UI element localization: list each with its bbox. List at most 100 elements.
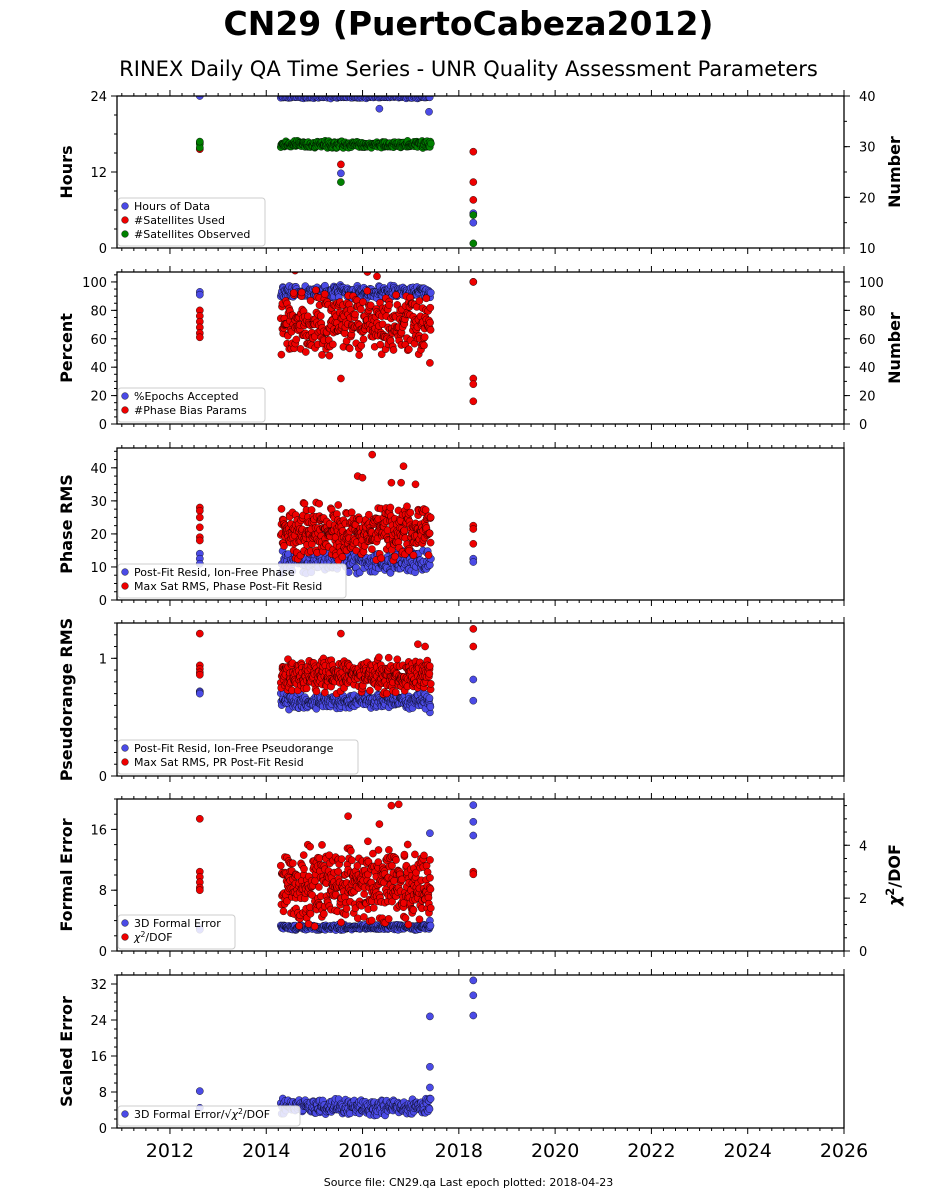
data-point <box>421 642 429 651</box>
data-point <box>469 642 478 651</box>
x-tick-label: 2026 <box>820 1140 868 1162</box>
legend-marker <box>121 202 129 210</box>
y-tick-label: 12 <box>90 166 107 181</box>
data-point <box>386 503 395 512</box>
data-point <box>318 841 326 849</box>
data-point <box>425 694 434 702</box>
legend-box <box>117 739 359 775</box>
legend: Hours of Data#Satellites Used#Satellites… <box>117 197 266 247</box>
data-point <box>280 542 288 550</box>
y2-tick-label: 80 <box>859 304 876 319</box>
series-2-1 <box>195 278 478 303</box>
data-point <box>357 341 366 350</box>
y-tick-label: 16 <box>90 1050 107 1065</box>
data-point <box>469 558 478 566</box>
data-point <box>426 885 435 894</box>
data-point <box>420 851 428 860</box>
data-point <box>469 818 478 826</box>
data-point <box>195 671 204 679</box>
y2-tick-label: 20 <box>859 191 876 206</box>
data-point <box>195 689 204 698</box>
source-footer: Source file: CN29.qa Last epoch plotted:… <box>323 1176 614 1189</box>
data-point <box>385 846 393 854</box>
y2-axis-label: Number <box>885 136 904 208</box>
data-point <box>426 1083 434 1092</box>
y2-axis-label: Number <box>885 312 904 384</box>
legend-marker <box>121 744 129 752</box>
data-point <box>469 1011 478 1020</box>
legend-marker <box>121 392 129 400</box>
legend-entry: Max Sat RMS, PR Post-Fit Resid <box>134 756 304 769</box>
y-tick-label: 0 <box>99 242 107 257</box>
data-point <box>353 861 362 870</box>
data-point <box>344 812 352 821</box>
data-point <box>315 854 324 862</box>
data-point <box>392 856 400 864</box>
data-point <box>426 904 435 912</box>
data-point <box>291 272 299 275</box>
y2-tick-label: 0 <box>859 418 867 433</box>
legend-entry: #Satellites Used <box>134 214 225 227</box>
data-point <box>320 290 329 298</box>
data-points <box>195 976 478 1120</box>
data-point <box>426 921 435 930</box>
data-point <box>345 344 354 353</box>
data-point <box>368 545 376 554</box>
data-point <box>426 703 435 711</box>
data-point <box>377 554 386 563</box>
chart-panel-3: 0 10 20 30 40 Phase RMS Post-Fit Resid, Ion-Fr… <box>57 442 845 609</box>
legend: 3D Formal Error/√χ2/DOF <box>117 1105 301 1127</box>
x-axis-ticks <box>121 969 845 1134</box>
data-point <box>404 920 413 929</box>
data-point <box>307 506 316 514</box>
data-point <box>374 846 383 854</box>
x-tick-label: 2016 <box>338 1140 386 1162</box>
y-tick-label: 0 <box>99 1122 107 1137</box>
data-point <box>392 291 400 299</box>
data-point <box>415 915 424 924</box>
data-point <box>409 551 418 560</box>
data-point <box>195 513 204 522</box>
data-point <box>195 333 204 342</box>
data-point <box>425 108 433 116</box>
series-6-1 <box>195 976 478 1120</box>
data-point <box>373 272 381 281</box>
y-tick-label: 8 <box>99 884 107 899</box>
data-point <box>363 272 372 276</box>
legend-entry: 3D Formal Error <box>134 917 221 930</box>
y2-tick-label: 40 <box>859 361 876 376</box>
data-point <box>337 178 345 186</box>
data-point <box>366 686 374 695</box>
data-point <box>364 837 372 846</box>
y-tick-label: 40 <box>90 462 107 477</box>
page-subtitle: RINEX Daily QA Time Series - UNR Quality… <box>119 57 818 81</box>
plot-frame <box>116 271 845 425</box>
data-point <box>297 288 306 297</box>
data-point <box>414 640 422 649</box>
x-tick-label: 2024 <box>724 1140 772 1162</box>
y-axis-right: 10 20 30 40 <box>844 90 876 257</box>
legend-entry: Hours of Data <box>134 200 210 213</box>
data-point <box>389 346 398 354</box>
y2-tick-label: 2 <box>859 892 867 907</box>
data-point <box>300 865 308 873</box>
data-point <box>375 653 383 662</box>
data-point <box>469 696 478 705</box>
data-point <box>425 561 434 569</box>
data-points <box>195 450 478 578</box>
plot-frame <box>116 974 845 1129</box>
data-point <box>360 913 368 921</box>
plot-frame <box>116 447 845 601</box>
data-point <box>306 909 315 918</box>
data-point <box>365 510 373 519</box>
data-point <box>306 296 315 305</box>
series-5-2 <box>195 800 478 931</box>
data-point <box>420 341 428 350</box>
data-point <box>397 478 405 487</box>
x-axis-ticks <box>121 90 845 254</box>
data-point <box>469 675 478 684</box>
legend-marker <box>121 919 129 927</box>
data-point <box>426 829 434 838</box>
